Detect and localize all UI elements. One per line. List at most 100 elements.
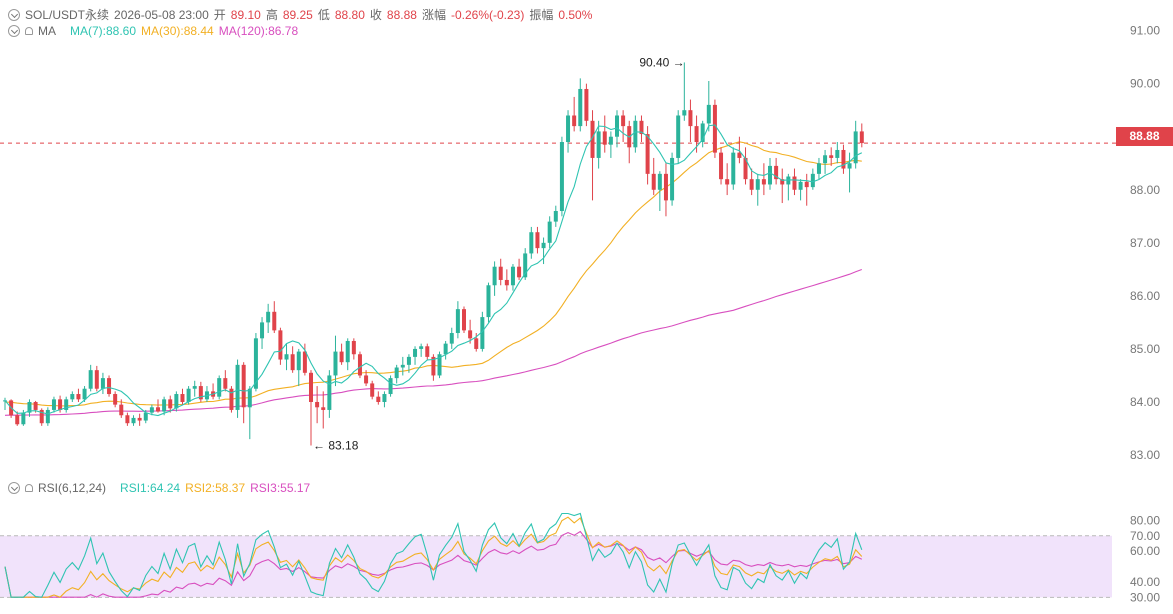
candlestick[interactable] <box>792 168 797 196</box>
candlestick[interactable] <box>321 391 326 429</box>
candlestick[interactable] <box>608 131 613 158</box>
candlestick[interactable] <box>400 356 405 376</box>
candlestick[interactable] <box>774 157 779 185</box>
candlestick[interactable] <box>841 144 846 174</box>
candlestick[interactable] <box>315 386 320 424</box>
candlestick[interactable] <box>670 152 675 206</box>
candlestick[interactable] <box>100 372 105 395</box>
candlestick[interactable] <box>651 157 656 196</box>
candlestick[interactable] <box>498 258 503 286</box>
rsi-alert-bell-icon[interactable] <box>25 484 33 492</box>
candlestick[interactable] <box>615 110 619 148</box>
candlestick[interactable] <box>688 99 693 143</box>
candlestick[interactable] <box>290 346 295 373</box>
candlestick[interactable] <box>504 269 509 291</box>
candlestick[interactable] <box>725 163 730 196</box>
candlestick[interactable] <box>823 149 828 174</box>
candlestick[interactable] <box>719 147 724 185</box>
candlestick[interactable] <box>333 335 338 387</box>
candlestick[interactable] <box>584 83 589 127</box>
candlestick[interactable] <box>217 375 222 400</box>
candlestick[interactable] <box>327 370 332 418</box>
candlestick[interactable] <box>27 399 32 417</box>
candlestick[interactable] <box>541 237 546 265</box>
candlestick[interactable] <box>847 152 852 193</box>
candlestick[interactable] <box>810 168 815 190</box>
candlestick[interactable] <box>162 396 167 416</box>
candlestick[interactable] <box>455 301 460 339</box>
candlestick[interactable] <box>125 412 130 426</box>
candlestick[interactable] <box>621 110 626 143</box>
candlestick[interactable] <box>39 408 44 426</box>
candlestick[interactable] <box>663 163 668 217</box>
candlestick[interactable] <box>168 395 173 413</box>
rsi-collapse-toggle-icon[interactable] <box>8 482 20 494</box>
candle-layer[interactable] <box>3 62 864 446</box>
candlestick[interactable] <box>590 110 595 201</box>
candlestick[interactable] <box>94 365 99 392</box>
candlestick[interactable] <box>413 346 418 365</box>
candlestick[interactable] <box>284 343 289 371</box>
candlestick[interactable] <box>572 96 577 132</box>
candlestick[interactable] <box>247 386 252 440</box>
candlestick[interactable] <box>198 381 203 402</box>
candlestick[interactable] <box>82 386 87 402</box>
candlestick[interactable] <box>835 142 840 164</box>
candlestick[interactable] <box>443 340 448 360</box>
candlestick[interactable] <box>15 411 20 426</box>
candlestick[interactable] <box>523 248 528 280</box>
candlestick[interactable] <box>351 338 356 360</box>
candlestick[interactable] <box>798 179 803 201</box>
candlestick[interactable] <box>51 396 56 413</box>
candlestick[interactable] <box>547 216 552 249</box>
candlestick[interactable] <box>859 123 864 148</box>
candlestick[interactable] <box>70 391 75 402</box>
candlestick[interactable] <box>462 306 466 334</box>
candlestick[interactable] <box>559 136 564 217</box>
candlestick[interactable] <box>419 343 424 357</box>
candlestick[interactable] <box>633 115 638 153</box>
candlestick[interactable] <box>700 120 705 148</box>
candlestick[interactable] <box>761 163 766 196</box>
candlestick[interactable] <box>223 370 228 392</box>
candlestick[interactable] <box>731 147 736 190</box>
candlestick[interactable] <box>749 168 754 196</box>
candlestick[interactable] <box>192 380 197 397</box>
candlestick[interactable] <box>156 399 160 413</box>
ma-collapse-toggle-icon[interactable] <box>8 25 20 37</box>
candlestick[interactable] <box>737 136 742 164</box>
candlestick[interactable] <box>492 261 497 296</box>
candlestick[interactable] <box>229 386 234 413</box>
candlestick[interactable] <box>266 303 271 334</box>
candlestick[interactable] <box>137 413 142 426</box>
candlestick[interactable] <box>339 343 344 365</box>
candlestick[interactable] <box>119 399 124 418</box>
candlestick[interactable] <box>682 62 687 121</box>
candlestick[interactable] <box>88 364 93 392</box>
candlestick[interactable] <box>468 319 473 344</box>
candlestick[interactable] <box>553 205 558 227</box>
candlestick[interactable] <box>180 388 185 405</box>
candlestick[interactable] <box>780 168 785 204</box>
candlestick[interactable] <box>706 81 711 132</box>
candlestick[interactable] <box>853 120 858 169</box>
candlestick[interactable] <box>431 354 436 381</box>
candlestick[interactable] <box>804 173 809 206</box>
candlestick[interactable] <box>529 226 534 259</box>
candlestick[interactable] <box>535 226 540 254</box>
collapse-toggle-icon[interactable] <box>8 8 20 21</box>
candlestick[interactable] <box>309 370 313 446</box>
candlestick[interactable] <box>486 282 491 323</box>
candlestick[interactable] <box>382 391 387 408</box>
candlestick[interactable] <box>76 388 81 402</box>
candlestick[interactable] <box>364 370 369 387</box>
candlestick[interactable] <box>394 364 399 384</box>
candlestick[interactable] <box>388 375 393 397</box>
candlestick[interactable] <box>657 171 662 211</box>
candlestick[interactable] <box>107 375 112 397</box>
candlestick[interactable] <box>131 415 136 426</box>
candlestick[interactable] <box>241 362 246 424</box>
candlestick[interactable] <box>302 343 307 376</box>
candlestick[interactable] <box>45 407 50 426</box>
